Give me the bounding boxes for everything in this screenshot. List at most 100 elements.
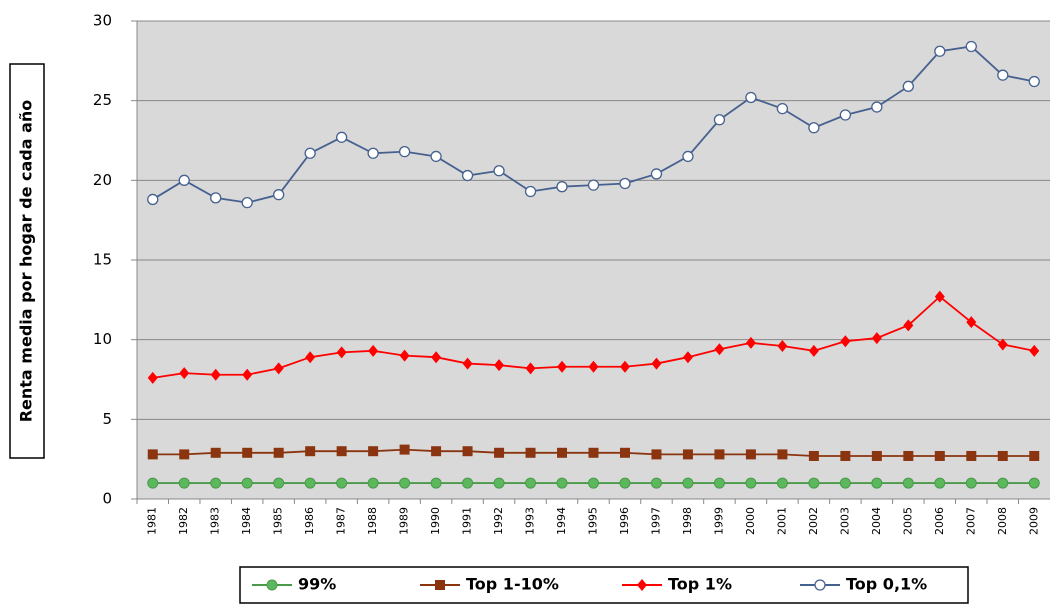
marker [776,102,789,115]
marker [178,174,190,186]
marker [210,477,222,489]
marker [210,192,222,204]
x-tick-label: 1989 [398,507,411,535]
marker [435,580,445,590]
marker [273,447,284,458]
marker [368,446,379,457]
marker [399,444,410,455]
marker [147,477,159,489]
x-tick-label: 1993 [524,507,537,535]
marker [304,147,316,159]
marker [934,450,945,461]
marker [839,109,852,121]
x-tick-label: 1990 [429,507,442,535]
marker [525,362,536,375]
marker [336,346,347,359]
marker [304,477,316,489]
marker [179,367,190,380]
marker [997,338,1008,351]
x-tick-label: 2005 [901,507,914,535]
marker [650,477,662,489]
marker [179,449,190,460]
marker [525,477,537,489]
x-tick-label: 2001 [775,507,788,535]
marker [557,360,568,373]
marker [1028,477,1040,489]
marker [682,449,693,460]
marker [210,368,221,381]
marker [367,147,379,159]
marker [934,477,946,489]
legend-label: Top 1-10% [466,575,559,594]
marker [840,450,851,461]
x-tick-label: 1995 [587,507,600,535]
x-tick-label: 2003 [838,507,851,535]
x-tick-label: 1996 [618,507,631,535]
marker [651,449,662,460]
x-tick-label: 1999 [712,507,725,535]
x-tick-label: 1998 [681,507,694,535]
marker [368,344,379,357]
marker [210,447,221,458]
x-tick-label: 1983 [209,507,222,535]
x-tick-label: 1985 [272,507,285,535]
marker [430,477,442,489]
marker [637,579,647,591]
marker [588,477,599,489]
x-tick-label: 1991 [461,507,474,535]
marker [557,447,568,458]
x-tick-label: 2006 [933,507,946,535]
marker [241,477,253,489]
marker [682,351,693,364]
marker [273,362,284,375]
marker [430,150,442,163]
legend-label: Top 0,1% [846,575,927,594]
y-axis-label: Renta media por hogar de cada año [17,100,36,423]
marker [462,446,473,457]
x-tick-label: 2002 [807,507,820,535]
marker [398,146,411,158]
marker [524,185,537,198]
legend [239,566,969,604]
marker [431,351,442,364]
x-tick-label: 2004 [870,507,883,535]
marker [619,447,630,458]
marker [462,477,474,489]
marker [808,122,820,134]
marker [871,450,882,461]
y-tick-label: 25 [93,91,112,109]
marker [399,477,411,489]
marker [241,196,253,209]
marker [367,477,379,489]
marker [242,447,253,458]
marker [871,101,883,113]
marker [997,69,1009,81]
marker [335,131,348,143]
marker [619,477,631,489]
x-tick-label: 1997 [649,507,662,535]
marker [777,340,788,353]
x-tick-label: 1982 [177,507,190,535]
marker [588,447,599,458]
marker [997,450,1008,461]
marker [525,447,536,458]
marker [178,477,190,489]
marker [714,343,725,356]
marker [273,477,285,489]
marker [147,193,159,206]
marker [808,344,819,357]
marker [556,181,568,193]
marker [903,450,914,461]
x-tick-label: 2000 [744,507,757,535]
marker [808,450,819,461]
marker [713,114,726,126]
marker [902,80,914,92]
y-label-box [9,63,45,459]
marker [1029,450,1040,461]
marker [273,189,285,201]
marker [336,477,348,489]
marker [462,357,473,370]
marker [966,316,977,329]
x-tick-label: 1981 [146,507,159,535]
marker [494,359,505,372]
